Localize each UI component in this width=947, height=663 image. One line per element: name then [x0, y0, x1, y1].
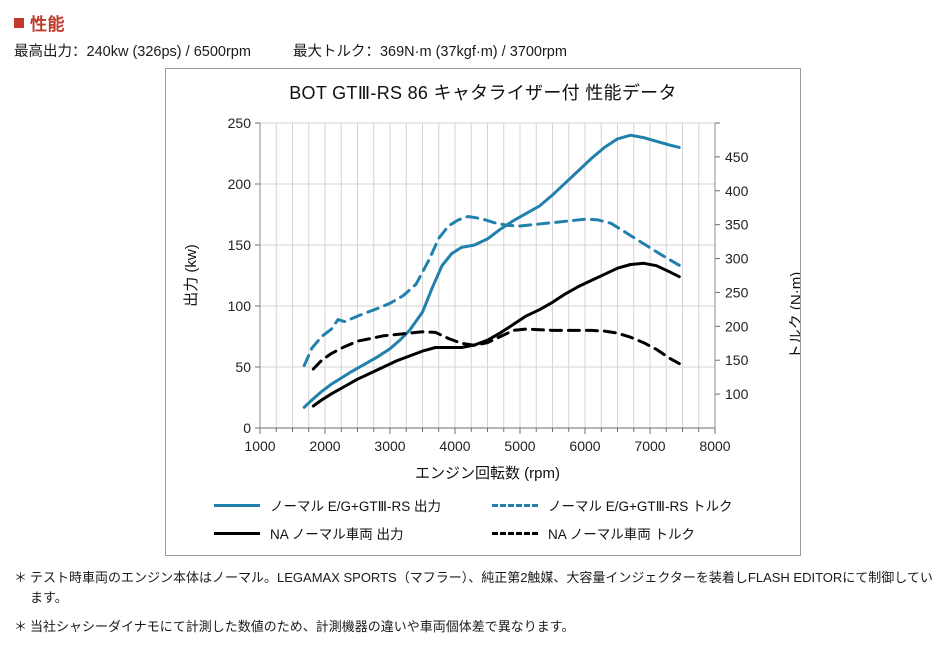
tick-label-x: 6000 — [569, 438, 600, 454]
series-line-3 — [311, 261, 681, 408]
tick-label-x: 7000 — [634, 438, 665, 454]
legend-swatch-solid-black-icon — [214, 531, 260, 535]
tick-label-x: 4000 — [439, 438, 470, 454]
legend-label-power-na: NA ノーマル車両 出力 — [270, 527, 404, 542]
max-power-spec: 最高出力：240kw (326ps) / 6500rpm — [14, 44, 251, 60]
tick-label-left: 50 — [235, 359, 251, 375]
tick-label-x: 8000 — [699, 438, 730, 454]
chart-title: BOT GTⅢ-RS 86 キャタライザー付 性能データ — [289, 83, 677, 103]
tick-label-right: 400 — [725, 183, 749, 199]
tick-label-right: 250 — [725, 284, 749, 300]
series-line-4 — [311, 327, 681, 371]
tick-label-right: 200 — [725, 318, 749, 334]
chart-legend: ノーマル E/G+GTⅢ-RS 出力 ノーマル E/G+GTⅢ-RS トルク N… — [166, 495, 800, 543]
section-title-text: 性能 — [30, 15, 65, 34]
series-line-1 — [302, 133, 681, 409]
legend-swatch-dashed-blue-icon — [492, 503, 538, 507]
legend-label-torque-gt3rs: ノーマル E/G+GTⅢ-RS トルク — [548, 499, 733, 514]
performance-chart: BOT GTⅢ-RS 86 キャタライザー付 性能データ 0 50 100 150 20… — [165, 68, 801, 556]
footnote-text: テスト時車両のエンジン本体はノーマル。LEGAMAX SPORTS（マフラー）、… — [30, 570, 933, 606]
tick-label-right: 450 — [725, 149, 749, 165]
legend-item-power-na: NA ノーマル車両 出力 — [214, 523, 492, 543]
tick-label-right: 150 — [725, 352, 749, 368]
tick-label-left: 200 — [228, 176, 252, 192]
tick-label-x: 2000 — [309, 438, 340, 454]
filled-square-icon — [14, 17, 24, 28]
footnote-text: 当社シャシーダイナモにて計測した数値のため、計測機器の違いや車両個体差で異なりま… — [30, 619, 575, 635]
max-torque-spec: 最大トルク：369N·m (37kgf·m) / 3700rpm — [292, 44, 567, 60]
tick-label-right: 350 — [725, 217, 749, 233]
axis-title-y-right: トルク (N·m) — [788, 272, 800, 359]
legend-item-power-gt3rs: ノーマル E/G+GTⅢ-RS 出力 — [214, 495, 492, 515]
footnote-marker: ＊ — [14, 570, 28, 585]
footnote-item: ＊ テスト時車両のエンジン本体はノーマル。LEGAMAX SPORTS（マフラー… — [14, 568, 934, 608]
legend-label-power-gt3rs: ノーマル E/G+GTⅢ-RS 出力 — [270, 499, 441, 514]
section-heading: 性能 — [14, 10, 65, 35]
tick-label-x: 3000 — [374, 438, 405, 454]
chart-plot-area: 0 50 100 150 200 250 100 150 200 250 300 350 400 450 1… — [183, 115, 800, 482]
spec-summary-line: 最高出力：240kw (326ps) / 6500rpm 最大トルク：369N·… — [14, 40, 567, 61]
tick-label-left: 100 — [228, 298, 252, 314]
footnotes: ＊ テスト時車両のエンジン本体はノーマル。LEGAMAX SPORTS（マフラー… — [14, 568, 934, 646]
tick-label-x: 1000 — [244, 438, 275, 454]
legend-item-torque-gt3rs: ノーマル E/G+GTⅢ-RS トルク — [492, 495, 770, 515]
legend-swatch-dashed-black-icon — [492, 531, 538, 535]
axis-title-y-left: 出力 (kw) — [183, 244, 200, 307]
footnote-item: ＊ 当社シャシーダイナモにて計測した数値のため、計測機器の違いや車両個体差で異な… — [14, 617, 934, 637]
tick-label-right: 100 — [725, 386, 749, 402]
tick-label-right: 300 — [725, 251, 749, 267]
legend-item-torque-na: NA ノーマル車両 トルク — [492, 523, 770, 543]
legend-label-torque-na: NA ノーマル車両 トルク — [548, 527, 696, 542]
tick-label-x: 5000 — [504, 438, 535, 454]
series-line-2 — [302, 215, 681, 368]
legend-swatch-solid-blue-icon — [214, 503, 260, 507]
tick-label-left: 0 — [243, 420, 251, 436]
footnote-marker: ＊ — [14, 619, 28, 635]
axis-title-x: エンジン回転数 (rpm) — [415, 465, 560, 482]
tick-label-left: 150 — [228, 237, 252, 253]
tick-label-left: 250 — [228, 115, 252, 131]
